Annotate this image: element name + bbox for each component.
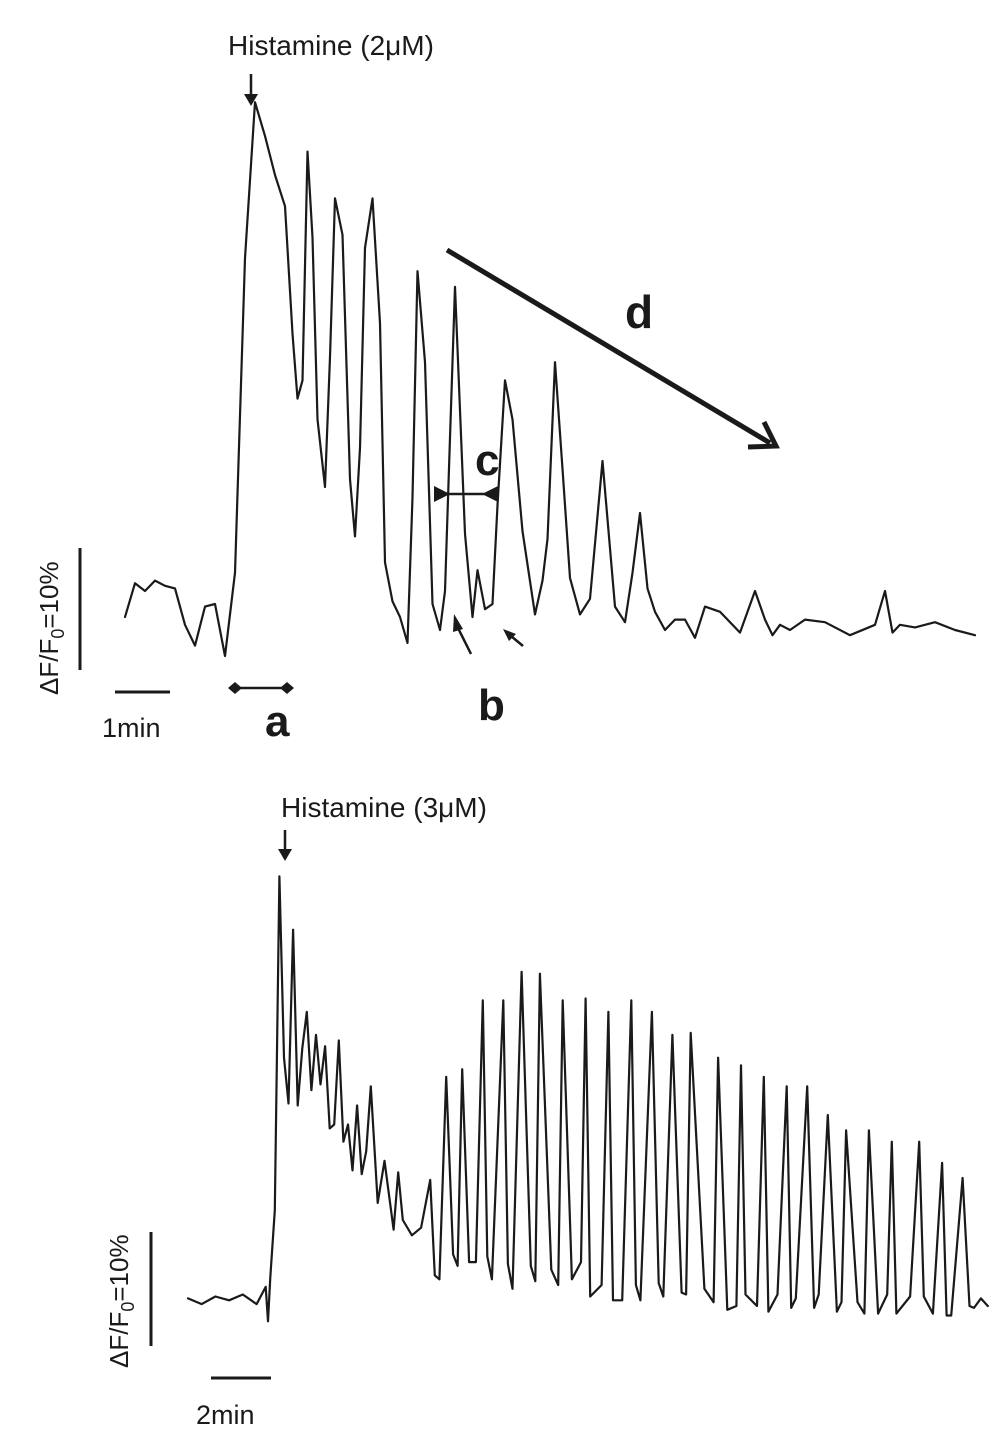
panel-bottom: Histamine (3μM) ΔF/F0=10% 2min (104, 792, 989, 1430)
y-scale-value: =10% (34, 561, 64, 628)
x-scale-label-top: 1min (102, 713, 161, 743)
y-scale-text: ΔF/F (34, 639, 64, 695)
panel-top: Histamine (2μM) ΔF/F0=10% 1min a b c d (34, 30, 977, 746)
y-scale-value: =10% (104, 1234, 134, 1301)
y-scale-text: ΔF/F (104, 1312, 134, 1368)
y-scale-subscript: 0 (48, 629, 68, 639)
marker-b-label: b (478, 681, 505, 730)
marker-a-label: a (265, 697, 290, 746)
histamine-3um-label: Histamine (3μM) (281, 792, 487, 823)
marker-b-arrow-right (510, 635, 524, 647)
x-scale-label-bottom: 2min (196, 1400, 255, 1430)
marker-a-left-diamond (228, 682, 242, 694)
marker-a-right-diamond (280, 682, 294, 694)
marker-b-arrowhead-right (503, 629, 516, 641)
marker-c-label: c (475, 436, 499, 485)
histamine-3um-arrowhead (278, 849, 292, 861)
y-scale-subscript: 0 (118, 1302, 138, 1312)
marker-c-left-head (434, 486, 450, 502)
trace-top (123, 101, 977, 658)
marker-b-arrowhead-left (453, 614, 463, 632)
histamine-2um-label: Histamine (2μM) (228, 30, 434, 61)
histamine-2um-arrowhead (244, 94, 258, 106)
y-scale-label-top: ΔF/F0=10% (34, 561, 68, 695)
marker-d-label: d (625, 286, 653, 338)
y-scale-label-bottom: ΔF/F0=10% (104, 1234, 138, 1368)
marker-d-arrow (445, 247, 772, 446)
trace-bottom (186, 875, 989, 1323)
marker-c-right-head (482, 486, 498, 502)
marker-b-arrow-left (456, 627, 473, 655)
marker-d-arrowhead (747, 420, 780, 450)
